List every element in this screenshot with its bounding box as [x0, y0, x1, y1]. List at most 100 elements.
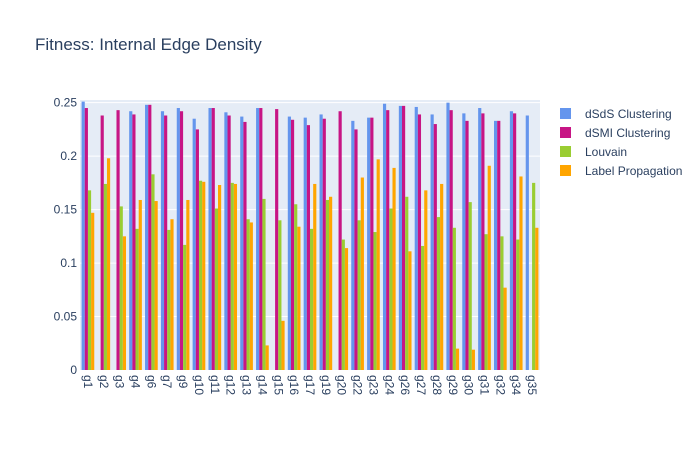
bar-g15-series-2 — [278, 220, 282, 370]
bar-g34-series-0 — [509, 111, 514, 370]
bar-g9-series-1 — [179, 111, 184, 370]
bar-g26-series-2 — [405, 196, 409, 370]
bar-g35-series-0 — [525, 115, 529, 370]
bar-g24-series-3 — [392, 167, 396, 370]
bar-g20-series-1 — [338, 111, 342, 370]
bar-g10-series-3 — [202, 181, 206, 370]
bar-g26-series-3 — [408, 251, 412, 370]
bar-g22-series-0 — [351, 120, 355, 370]
bar-g30-series-1 — [465, 120, 469, 370]
bar-g28-series-3 — [440, 183, 444, 370]
bar-g23-series-2 — [373, 232, 377, 370]
bar-g6-series-3 — [154, 201, 158, 370]
bar-g16-series-0 — [287, 116, 291, 370]
bar-g31-series-0 — [478, 108, 482, 371]
x-tick-label: g17 — [303, 375, 317, 395]
legend-swatch — [560, 146, 571, 157]
legend-swatch — [560, 165, 571, 176]
bar-g26-series-0 — [398, 105, 402, 370]
bar-g27-series-2 — [421, 245, 425, 370]
bar-g6-series-0 — [145, 104, 149, 370]
bar-g34-series-3 — [519, 176, 523, 370]
bar-g34-series-2 — [516, 239, 520, 370]
x-tick-label: g10 — [192, 375, 206, 395]
bar-g13-series-1 — [243, 121, 247, 370]
x-tick-label: g4 — [129, 375, 143, 389]
bar-g4-series-3 — [138, 199, 142, 370]
x-tick-label: g11 — [208, 375, 222, 394]
bar-g20-series-3 — [344, 248, 349, 370]
x-tick-label: g27 — [414, 375, 428, 395]
bar-g34-series-1 — [513, 113, 517, 371]
chart-title: Fitness: Internal Edge Density — [35, 35, 262, 54]
bar-g35-series-3 — [535, 227, 539, 370]
bar-g9-series-0 — [176, 108, 180, 371]
bar-g4-series-1 — [132, 114, 136, 370]
bar-g3-series-2 — [119, 206, 123, 370]
bar-g28-series-0 — [430, 114, 434, 370]
legend-label: Louvain — [585, 145, 627, 159]
x-tick-label: g28 — [430, 375, 444, 395]
bar-g9-series-3 — [186, 199, 190, 370]
bar-g16-series-2 — [294, 204, 298, 370]
bar-g14-series-2 — [262, 198, 266, 370]
x-tick-label: g3 — [113, 375, 127, 389]
bar-g4-series-2 — [135, 228, 139, 370]
bar-g3-series-1 — [116, 110, 120, 370]
bar-g22-series-3 — [360, 177, 364, 370]
y-tick-label: 0.25 — [54, 96, 78, 110]
x-tick-label: g12 — [224, 375, 238, 395]
legend-swatch — [560, 108, 571, 119]
bar-g2-series-1 — [100, 115, 104, 370]
x-tick-label: g31 — [477, 375, 491, 395]
bar-g19-series-3 — [329, 196, 333, 370]
bar-g14-series-0 — [256, 108, 260, 371]
bar-g35-series-2 — [532, 182, 536, 370]
bar-g27-series-0 — [414, 106, 418, 370]
bar-g23-series-0 — [367, 117, 371, 370]
bar-g6-series-1 — [148, 104, 152, 370]
bar-g31-series-1 — [481, 113, 485, 371]
bar-g10-series-0 — [192, 118, 196, 371]
bar-g26-series-1 — [402, 105, 406, 370]
x-tick-label: g9 — [176, 375, 190, 389]
bar-g17-series-2 — [310, 228, 314, 370]
bar-g6-series-2 — [151, 174, 155, 370]
bar-g12-series-3 — [233, 183, 238, 370]
y-tick-label: 0.2 — [60, 149, 77, 163]
x-tick-label: g35 — [525, 375, 539, 395]
x-tick-label: g13 — [240, 375, 254, 395]
x-tick-label: g6 — [144, 375, 158, 389]
x-tick-label: g20 — [335, 375, 349, 395]
bar-g29-series-1 — [449, 110, 453, 370]
bar-g30-series-2 — [468, 202, 472, 370]
bar-g11-series-1 — [211, 108, 215, 371]
x-tick-label: g24 — [382, 375, 396, 395]
bar-g23-series-3 — [376, 159, 380, 370]
bar-g19-series-1 — [322, 118, 326, 371]
bar-g19-series-2 — [325, 199, 330, 370]
bar-g7-series-1 — [164, 115, 168, 370]
bar-g13-series-3 — [249, 222, 253, 370]
x-tick-label: g29 — [446, 375, 460, 395]
bar-g32-series-1 — [497, 120, 501, 370]
bar-g9-series-2 — [183, 244, 187, 370]
bar-g12-series-1 — [227, 115, 231, 370]
bar-g28-series-2 — [436, 217, 441, 370]
bar-g13-series-0 — [240, 116, 244, 370]
x-tick-label: g16 — [287, 375, 301, 395]
bar-g32-series-0 — [494, 120, 498, 370]
bar-g14-series-3 — [265, 345, 269, 370]
bar-g19-series-0 — [319, 114, 323, 370]
bar-g1-series-1 — [84, 108, 88, 371]
y-tick-label: 0.15 — [54, 203, 78, 217]
x-tick-label: g26 — [398, 375, 412, 395]
bar-g31-series-3 — [487, 165, 491, 370]
bar-g15-series-3 — [281, 320, 285, 370]
bar-g10-series-1 — [195, 129, 199, 370]
bar-g17-series-3 — [313, 183, 317, 370]
bar-g24-series-1 — [386, 110, 390, 370]
legend: dSdS Clustering dSMI Clustering Louvain Lab… — [560, 107, 682, 178]
x-tick-label: g32 — [493, 375, 507, 395]
